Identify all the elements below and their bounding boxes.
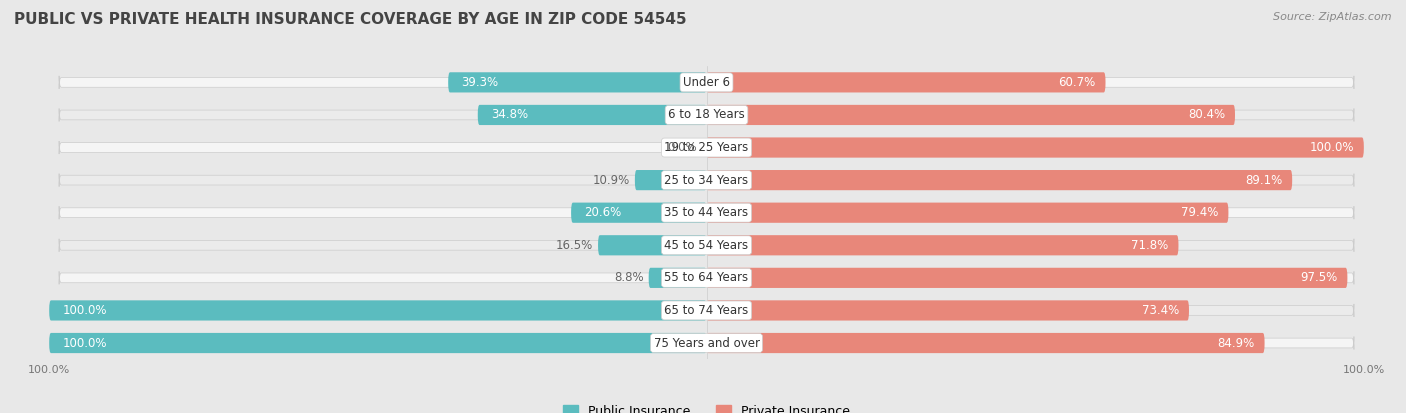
Text: 100.0%: 100.0% <box>62 304 107 317</box>
Text: 100.0%: 100.0% <box>1309 141 1354 154</box>
FancyBboxPatch shape <box>59 109 1354 121</box>
Text: 97.5%: 97.5% <box>1301 271 1337 285</box>
FancyBboxPatch shape <box>59 337 1354 349</box>
FancyBboxPatch shape <box>598 235 707 255</box>
Text: 20.6%: 20.6% <box>585 206 621 219</box>
Text: 100.0%: 100.0% <box>62 337 107 349</box>
FancyBboxPatch shape <box>707 333 1264 353</box>
FancyBboxPatch shape <box>707 300 1189 320</box>
FancyBboxPatch shape <box>49 333 707 353</box>
FancyBboxPatch shape <box>59 76 1354 89</box>
Text: 16.5%: 16.5% <box>555 239 593 252</box>
Text: 73.4%: 73.4% <box>1142 304 1180 317</box>
Text: 89.1%: 89.1% <box>1246 173 1282 187</box>
Text: PUBLIC VS PRIVATE HEALTH INSURANCE COVERAGE BY AGE IN ZIP CODE 54545: PUBLIC VS PRIVATE HEALTH INSURANCE COVER… <box>14 12 686 27</box>
Text: Under 6: Under 6 <box>683 76 730 89</box>
FancyBboxPatch shape <box>59 173 1354 187</box>
FancyBboxPatch shape <box>59 304 1354 317</box>
Text: 34.8%: 34.8% <box>491 109 529 121</box>
Text: Source: ZipAtlas.com: Source: ZipAtlas.com <box>1274 12 1392 22</box>
Text: 35 to 44 Years: 35 to 44 Years <box>665 206 748 219</box>
FancyBboxPatch shape <box>59 141 1354 154</box>
FancyBboxPatch shape <box>636 170 707 190</box>
FancyBboxPatch shape <box>707 170 1292 190</box>
FancyBboxPatch shape <box>707 105 1234 125</box>
Text: 71.8%: 71.8% <box>1132 239 1168 252</box>
Text: 10.9%: 10.9% <box>592 173 630 187</box>
FancyBboxPatch shape <box>707 138 1364 158</box>
Text: 60.7%: 60.7% <box>1059 76 1095 89</box>
FancyBboxPatch shape <box>59 239 1354 252</box>
Text: 0.0%: 0.0% <box>666 141 696 154</box>
FancyBboxPatch shape <box>707 235 1178 255</box>
Text: 79.4%: 79.4% <box>1181 206 1219 219</box>
Text: 75 Years and over: 75 Years and over <box>654 337 759 349</box>
Text: 45 to 54 Years: 45 to 54 Years <box>665 239 748 252</box>
Text: 55 to 64 Years: 55 to 64 Years <box>665 271 748 285</box>
FancyBboxPatch shape <box>648 268 707 288</box>
Text: 80.4%: 80.4% <box>1188 109 1225 121</box>
Text: 65 to 74 Years: 65 to 74 Years <box>665 304 748 317</box>
FancyBboxPatch shape <box>478 105 707 125</box>
Text: 84.9%: 84.9% <box>1218 337 1254 349</box>
FancyBboxPatch shape <box>707 72 1105 93</box>
FancyBboxPatch shape <box>49 300 707 320</box>
Text: 19 to 25 Years: 19 to 25 Years <box>665 141 748 154</box>
FancyBboxPatch shape <box>59 206 1354 219</box>
Text: 25 to 34 Years: 25 to 34 Years <box>665 173 748 187</box>
FancyBboxPatch shape <box>59 271 1354 285</box>
FancyBboxPatch shape <box>707 268 1347 288</box>
FancyBboxPatch shape <box>707 203 1229 223</box>
FancyBboxPatch shape <box>449 72 707 93</box>
Text: 39.3%: 39.3% <box>461 76 499 89</box>
Legend: Public Insurance, Private Insurance: Public Insurance, Private Insurance <box>564 405 849 413</box>
Text: 6 to 18 Years: 6 to 18 Years <box>668 109 745 121</box>
FancyBboxPatch shape <box>571 203 707 223</box>
Text: 8.8%: 8.8% <box>614 271 644 285</box>
